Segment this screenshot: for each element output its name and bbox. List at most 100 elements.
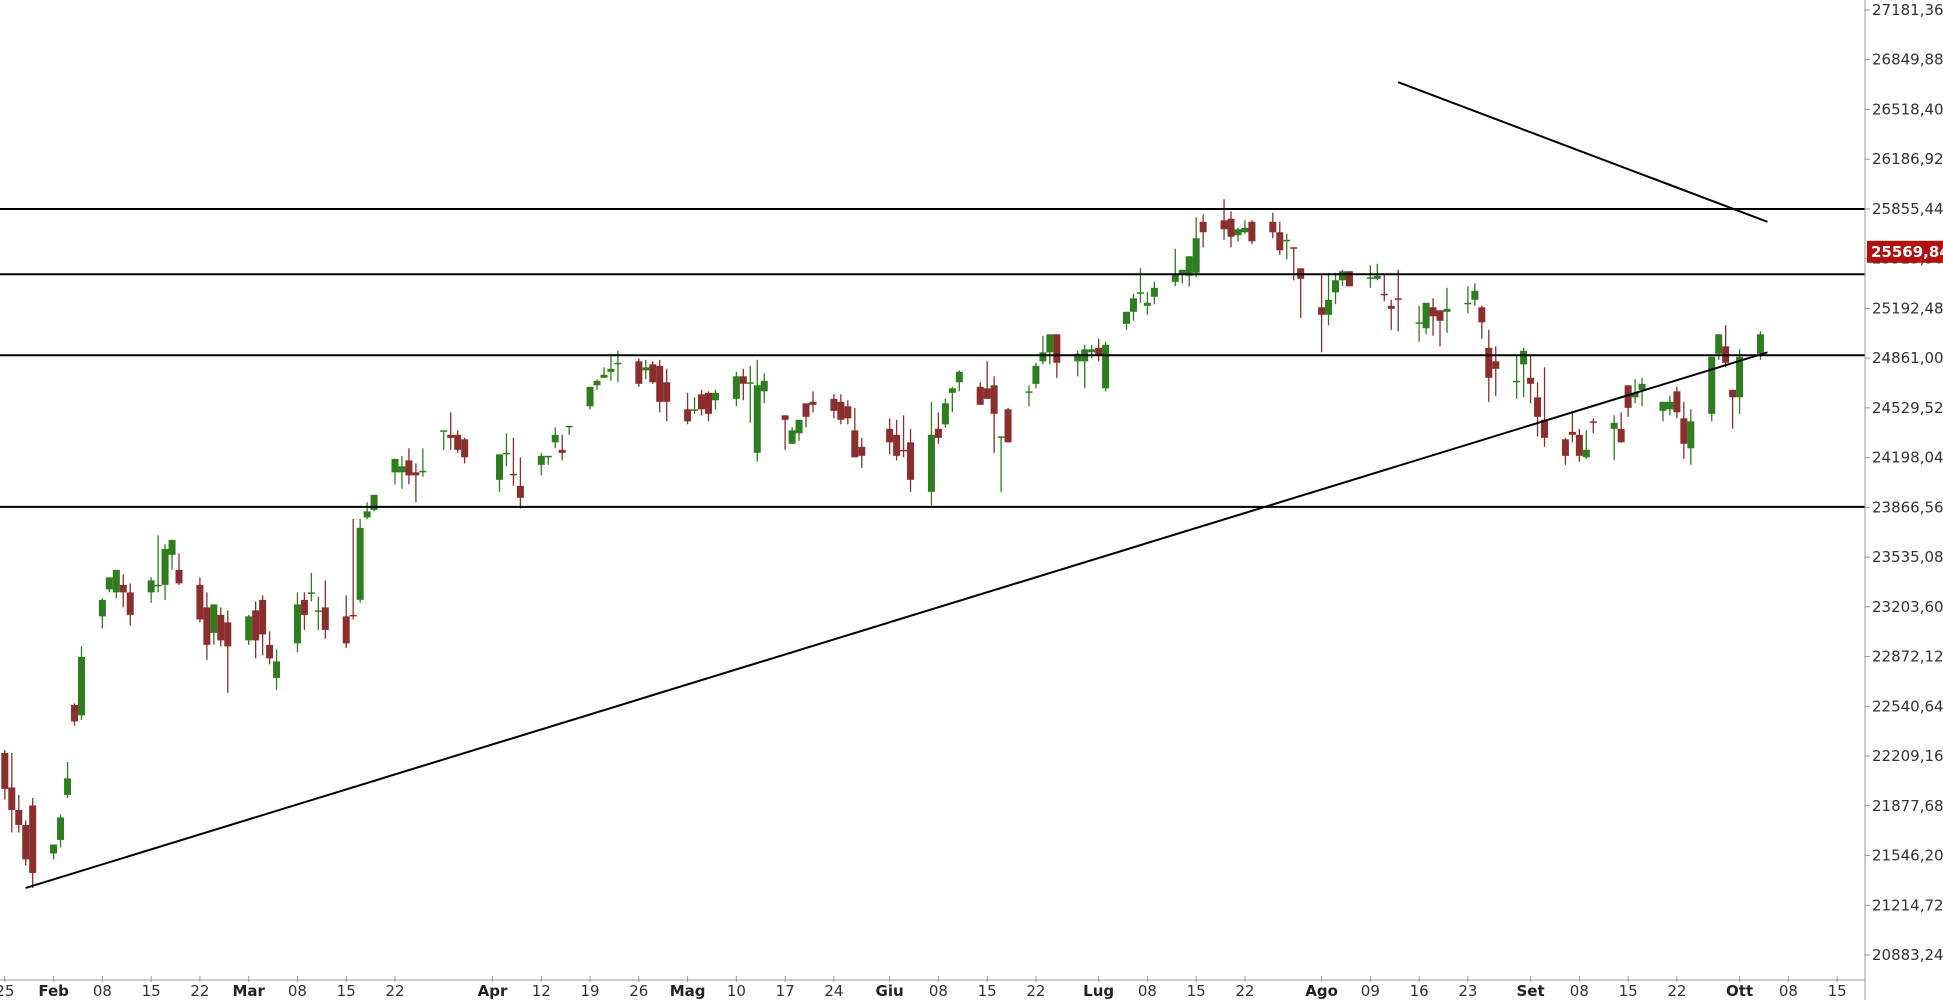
candle (64, 761, 72, 798)
candle (1422, 302, 1430, 335)
candle-body (1143, 302, 1151, 306)
candle-body (753, 385, 761, 453)
candle (600, 367, 608, 378)
candle (983, 361, 991, 399)
candle (1143, 292, 1151, 315)
candle-body (642, 367, 650, 371)
candle-body (1095, 347, 1103, 356)
candle (732, 371, 740, 407)
candle (1171, 248, 1179, 287)
candle (440, 430, 448, 450)
x-tick-label: 15 (337, 982, 356, 1000)
y-tick-label: 24529,52 (1872, 399, 1943, 417)
candle (948, 386, 956, 413)
candle-body (830, 398, 838, 411)
candle (593, 379, 601, 390)
candle (1561, 437, 1569, 465)
candle (788, 427, 796, 444)
candle-body (614, 362, 622, 365)
candle-body (711, 392, 719, 401)
candle (886, 418, 894, 455)
candle-body (1429, 307, 1437, 317)
candle (830, 394, 838, 419)
x-tick-label: 22 (1667, 982, 1686, 1000)
candle (273, 649, 281, 690)
candle-body (886, 428, 894, 443)
candle-body (1338, 271, 1346, 281)
candle (105, 577, 113, 593)
candle (119, 574, 127, 608)
candle-body (1729, 389, 1737, 398)
candle-body (509, 473, 517, 476)
candle (1276, 221, 1284, 255)
candle (391, 458, 399, 485)
candle-body (1687, 421, 1695, 449)
candle (495, 454, 503, 492)
candle (551, 427, 559, 449)
y-tick-label: 22540,64 (1872, 697, 1943, 715)
x-tick-label: 15 (1828, 982, 1847, 1000)
candle-body (112, 569, 120, 593)
candle-body (356, 527, 364, 600)
candle-body (22, 824, 30, 860)
candle-body (1631, 392, 1639, 398)
candle (8, 752, 16, 833)
candle-body (558, 449, 566, 453)
candle-body (809, 401, 817, 405)
candle-body (586, 386, 594, 407)
candle-body (1561, 439, 1569, 456)
x-tick-label: Mag (670, 982, 706, 1000)
candle-body (1025, 391, 1033, 393)
candle (711, 389, 719, 410)
candle-body (1464, 302, 1472, 305)
candle-body (635, 361, 643, 384)
candle-body (1039, 352, 1047, 362)
candle-body (1589, 421, 1597, 423)
x-tick-label: Set (1517, 982, 1545, 1000)
x-tick-label: 22 (1026, 982, 1045, 1000)
x-tick-label: 08 (288, 982, 307, 1000)
last-price-badge (1867, 240, 1943, 263)
candle-body (419, 470, 427, 473)
candle (112, 569, 120, 599)
candle (1589, 418, 1597, 434)
candle (698, 389, 706, 416)
candle (349, 518, 357, 620)
candle-body (300, 599, 308, 615)
candle-body (781, 415, 789, 420)
candle (586, 386, 594, 410)
candle-body (1756, 334, 1764, 354)
candle (663, 368, 671, 422)
candle (1415, 305, 1423, 342)
plot-area (1, 199, 1764, 888)
candle (461, 437, 469, 464)
candle-body (502, 452, 510, 455)
candle (210, 604, 218, 645)
x-tick-label: 22 (385, 982, 404, 1000)
candle-body (50, 844, 58, 854)
candle-body (1478, 307, 1486, 323)
candle-body (105, 577, 113, 590)
candle-body (349, 614, 357, 617)
candle (1680, 401, 1688, 459)
candle-body (495, 454, 503, 480)
candle-body (252, 610, 260, 641)
x-tick-label: 15 (142, 982, 161, 1000)
candle-body (461, 439, 469, 458)
candle-body (1520, 350, 1528, 365)
candle (126, 583, 134, 626)
candle-body (1513, 380, 1521, 383)
candle-body (412, 472, 420, 476)
x-tick-label: 08 (1138, 982, 1157, 1000)
candle-body (391, 458, 399, 473)
candle (893, 419, 901, 461)
candle-body (398, 466, 406, 473)
candle-body (217, 614, 225, 641)
candle (691, 397, 699, 414)
candle (1617, 412, 1625, 443)
candle-body (1088, 349, 1096, 353)
candle-body (321, 607, 329, 630)
candle (851, 407, 859, 458)
candle (1150, 281, 1158, 305)
candle (781, 415, 789, 450)
